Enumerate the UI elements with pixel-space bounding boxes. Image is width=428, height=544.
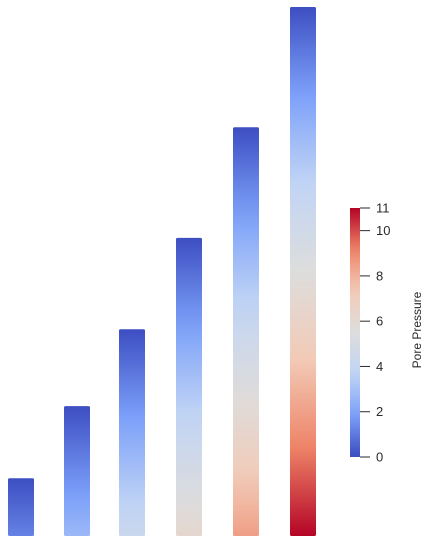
column-bar-6: [290, 7, 316, 536]
scalar-bar-tick-label: 2: [376, 404, 383, 419]
scalar-bar-tick-label: 10: [376, 223, 390, 238]
column-bar-3: [119, 329, 145, 536]
scalar-bar-ticks: 0 2 4 6 8 10 11: [360, 201, 390, 465]
scalar-bar-tick-label: 0: [376, 450, 383, 465]
column-bars: [8, 7, 316, 536]
scalar-bar-tick-label: 8: [376, 268, 383, 283]
column-bar-2: [64, 406, 90, 536]
scalar-bar-title: Pore Pressure: [410, 291, 424, 368]
scalar-bar-tick-label: 6: [376, 314, 383, 329]
scalar-bar-color-strip: [350, 208, 360, 457]
column-bar-4: [176, 237, 202, 536]
scalar-bar-tick-label: 11: [376, 201, 390, 216]
scalar-bar-tick-label: 4: [376, 359, 383, 374]
scalar-bar-legend: 0 2 4 6 8 10 11 Pore Pressure: [350, 201, 424, 465]
column-bar-5: [233, 127, 259, 536]
column-bar-1: [8, 478, 34, 536]
